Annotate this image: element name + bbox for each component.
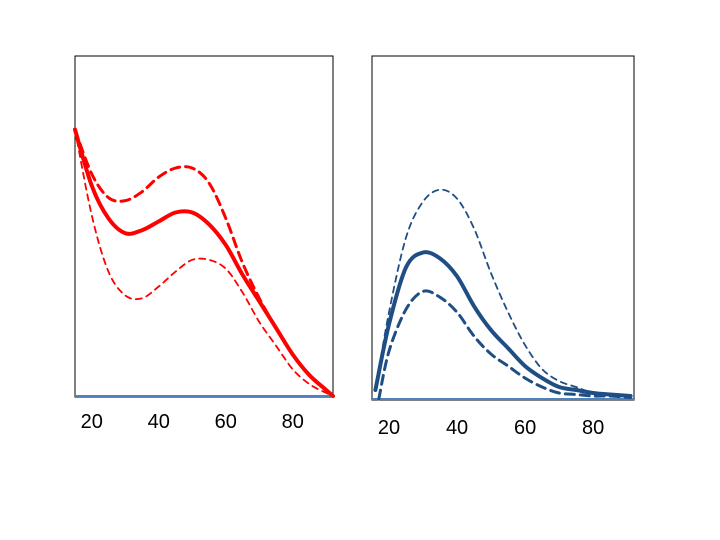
x-tick-label: 20: [378, 417, 400, 439]
left-panel: 20 40 60 80: [73, 55, 335, 433]
series-line-2: [73, 128, 335, 398]
series-line-1: [373, 250, 633, 398]
right-panel: 20 40 60 80: [371, 55, 635, 439]
x-tick-label: 60: [215, 411, 237, 433]
plot-frame: [371, 55, 635, 401]
series-line-3: [74, 128, 334, 397]
series-line-1: [73, 127, 335, 398]
series-line-3: [377, 289, 633, 401]
x-tick-label: 60: [514, 417, 536, 439]
x-tick-label: 80: [582, 417, 604, 439]
x-tick-label: 80: [282, 411, 304, 433]
x-tick-label: 20: [81, 411, 103, 433]
x-tick-label: 40: [148, 411, 170, 433]
series-line-2: [374, 188, 632, 397]
x-tick-label: 40: [446, 417, 468, 439]
